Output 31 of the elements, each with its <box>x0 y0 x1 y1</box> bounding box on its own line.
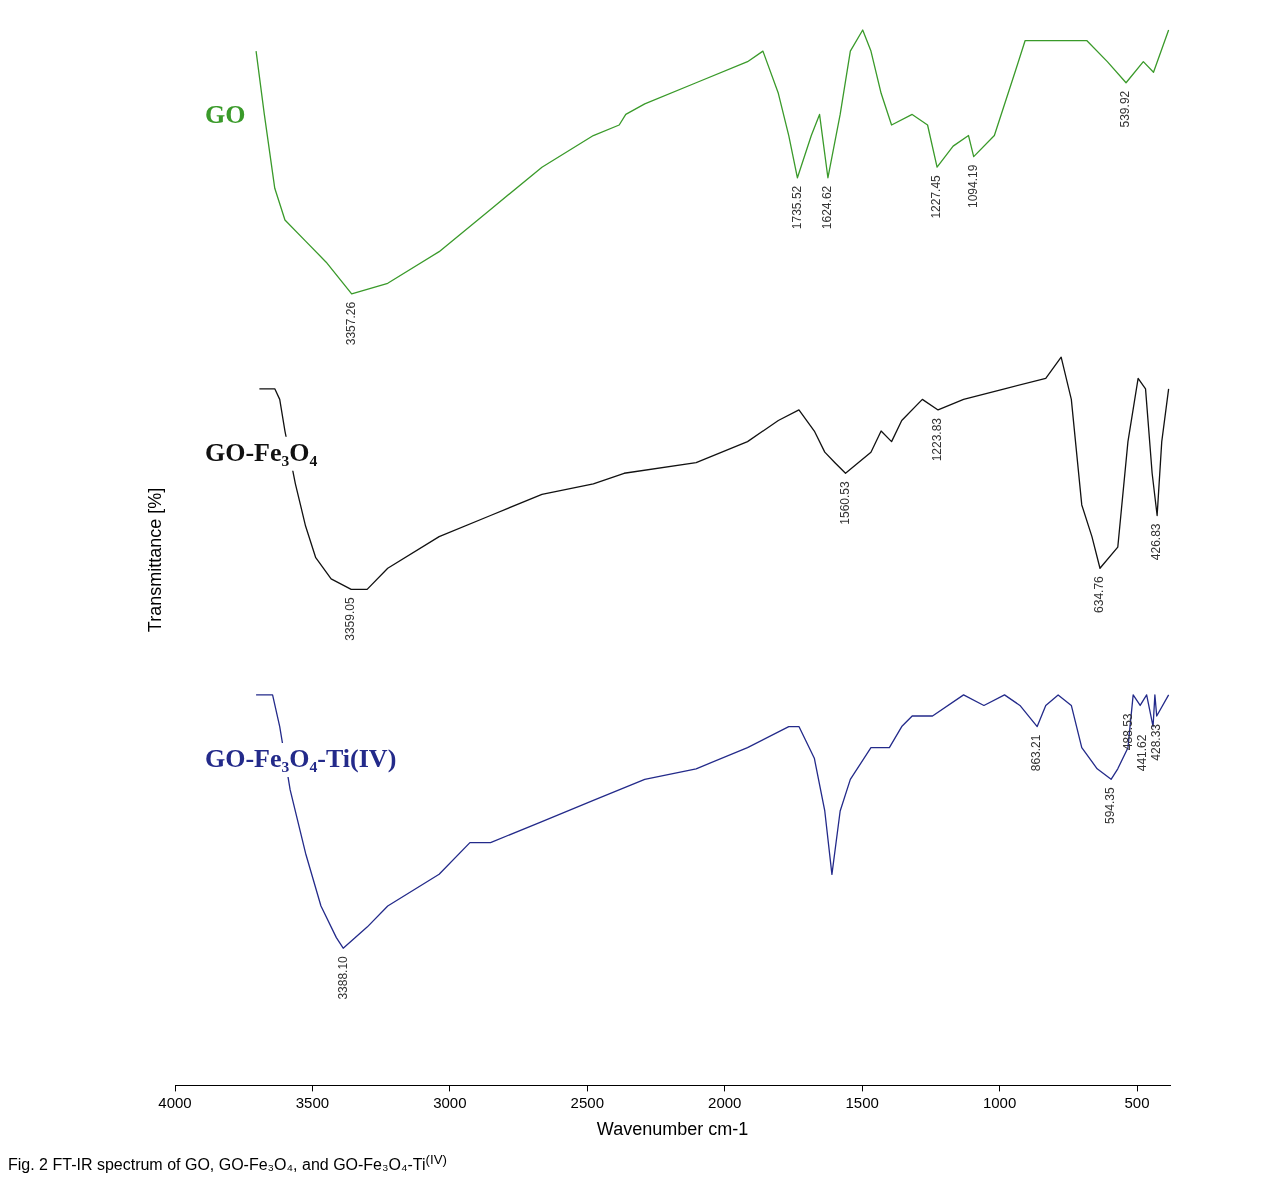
x-tick-label: 500 <box>1124 1093 1150 1111</box>
x-tick-label: 1000 <box>982 1093 1017 1111</box>
series-label: GO-Fe₃O₄ <box>205 437 318 467</box>
annotation: 3359.05 <box>343 597 358 641</box>
annotation: 1094.19 <box>966 164 981 209</box>
annotation: 539.92 <box>1118 90 1133 128</box>
series-label: GO <box>205 99 246 129</box>
x-tick-label: 1500 <box>845 1093 879 1111</box>
annotation: 3357.26 <box>343 301 358 346</box>
annotation: 1624.62 <box>820 185 835 230</box>
x-tick-label: 4000 <box>158 1093 192 1111</box>
x-axis-title: Wavenumber cm-1 <box>596 1119 749 1140</box>
annotation: 488.53 <box>1121 713 1136 751</box>
x-tick-label: 3500 <box>295 1093 330 1111</box>
y-axis-title: Transmittance [%] <box>144 487 166 633</box>
annotation: 426.83 <box>1149 523 1164 561</box>
annotation: 1735.52 <box>789 185 804 230</box>
annotation: 863.21 <box>1029 734 1044 772</box>
annotation: 1227.45 <box>929 174 944 219</box>
annotation: 1223.83 <box>930 417 945 462</box>
annotation: 428.33 <box>1149 723 1164 761</box>
annotation: 441.62 <box>1135 734 1150 772</box>
caption: Fig. 2 FT-IR spectrum of GO, GO-Fe₃O₄, and GO-Fe₃O₄-Ti$^{(IV)}$ <box>8 1152 448 1175</box>
annotation: 634.76 <box>1092 575 1107 613</box>
x-tick-label: 3000 <box>433 1093 467 1111</box>
annotation: 594.35 <box>1103 787 1118 825</box>
annotation: 3388.10 <box>335 955 350 1000</box>
annotation: 1560.53 <box>837 480 852 525</box>
series-label: GO-Fe₃O₄-Ti(IV) <box>205 743 397 773</box>
x-tick-label: 2000 <box>708 1093 742 1111</box>
x-tick-label: 2500 <box>570 1093 604 1111</box>
